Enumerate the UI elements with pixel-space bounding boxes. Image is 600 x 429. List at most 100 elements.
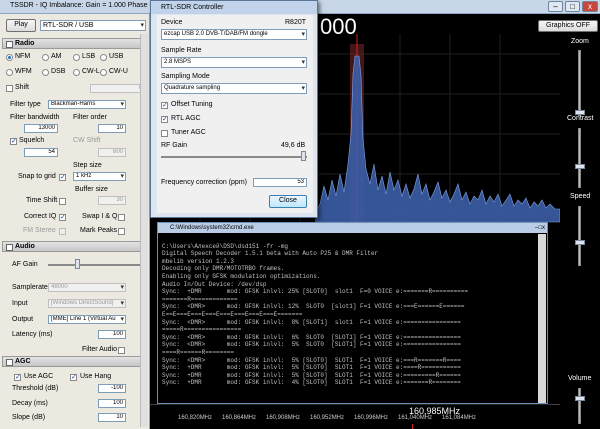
source-select[interactable]: RTL-SDR / USB <box>40 20 146 31</box>
mode-cwl-radio[interactable] <box>73 69 80 76</box>
freq-tick: 160,820MHz <box>178 415 213 421</box>
swap-iq-checkbox[interactable] <box>118 214 125 221</box>
squelch-checkbox[interactable]: ✓ <box>10 138 17 145</box>
window-title: TSSDR - IQ Imbalance: Gain = 1.000 Phase… <box>10 2 160 9</box>
step-size-select[interactable]: 1 kHz <box>73 172 126 181</box>
volume-slider-thumb[interactable] <box>575 396 585 401</box>
agc-section-header[interactable]: AGC <box>2 356 148 367</box>
audio-section-header[interactable]: Audio <box>2 241 148 252</box>
graphics-toggle-button[interactable]: Graphics OFF <box>538 20 598 32</box>
snap-checkbox[interactable]: ✓ <box>59 174 66 181</box>
mark-peaks-checkbox[interactable] <box>118 228 125 235</box>
contrast-slider[interactable] <box>578 128 581 188</box>
samplerate-label: Samplerate <box>12 284 48 291</box>
filter-type-select[interactable]: Blackman-Harris <box>48 100 126 109</box>
minimize-button[interactable]: – <box>548 1 563 12</box>
samplerate-select[interactable]: 48000 <box>48 283 126 292</box>
close-button[interactable]: Close <box>269 195 307 208</box>
rf-gain-slider-thumb[interactable] <box>301 151 306 161</box>
rtl-agc-checkbox[interactable]: ✓ <box>161 116 168 123</box>
af-gain-slider[interactable] <box>48 264 144 266</box>
squelch-input[interactable]: 54 <box>24 148 58 157</box>
buffer-size-input[interactable]: 30 <box>98 196 126 205</box>
filter-bandwidth-label: Filter bandwidth <box>10 114 60 121</box>
snap-label: Snap to grid <box>18 173 56 180</box>
radio-section-header[interactable]: Radio <box>2 38 148 49</box>
mode-usb-radio[interactable] <box>100 54 107 61</box>
freq-tick: 160,952MHz <box>310 415 345 421</box>
use-agc-checkbox[interactable]: ✓ <box>14 374 21 381</box>
console-line: Sync: <DMR> mod: GFSK inlvl: 5% [SLOT0] … <box>162 356 461 364</box>
center-frequency[interactable]: 160,985MHz <box>409 406 461 416</box>
console-line: Sync: <DMR> mod: GFSK inlvl: 6% SLOT0 [S… <box>162 333 461 341</box>
mode-nfm-radio[interactable] <box>6 54 13 61</box>
mark-peaks-label: Mark Peaks <box>80 227 117 234</box>
freq-tick: 161,040MHz <box>398 415 433 421</box>
close-window-button[interactable]: x <box>582 1 598 12</box>
freq-tick: 161,084MHz <box>442 415 477 421</box>
sample-rate-select[interactable]: 2.8 MSPS <box>161 57 307 68</box>
shift-label: Shift <box>15 84 30 91</box>
big-frequency-display[interactable]: 000 <box>320 14 357 39</box>
console-line: E==E===E===E===E===E===E===E===E======= <box>162 310 303 318</box>
swap-iq-label: Swap I & Q <box>82 213 118 220</box>
filter-bandwidth-input[interactable]: 13000 <box>24 124 58 133</box>
contrast-label: Contrast <box>567 115 594 122</box>
slope-input[interactable]: 10 <box>98 413 126 422</box>
filter-audio-checkbox[interactable] <box>118 347 125 354</box>
volume-slider[interactable] <box>578 388 581 424</box>
use-hang-checkbox[interactable]: ✓ <box>70 374 77 381</box>
offset-tuning-checkbox[interactable]: ✓ <box>161 102 168 109</box>
time-shift-label: Time Shift <box>26 197 58 204</box>
console-line: ====R======R======== <box>162 348 235 356</box>
threshold-input[interactable]: -100 <box>98 384 126 393</box>
correct-iq-checkbox[interactable]: ✓ <box>59 214 66 221</box>
contrast-slider-thumb[interactable] <box>575 164 585 169</box>
mode-wfm-radio[interactable] <box>6 69 13 76</box>
dialog-title: RTL-SDR Controller <box>151 1 317 14</box>
filter-audio-label: Filter Audio <box>82 346 118 353</box>
time-shift-checkbox[interactable] <box>59 198 66 205</box>
mode-dsb-radio[interactable] <box>42 69 49 76</box>
shift-checkbox[interactable] <box>6 85 13 92</box>
af-gain-slider-thumb[interactable] <box>75 259 80 269</box>
sidebar-scrollbar[interactable] <box>140 34 148 427</box>
mode-lsb-label: LSB <box>82 53 96 60</box>
mode-dsb-label: DSB <box>51 68 66 75</box>
mode-am-radio[interactable] <box>42 54 49 61</box>
zoom-slider-thumb[interactable] <box>575 110 585 115</box>
audio-output-select[interactable]: [MME] Line 1 (Virtual Au <box>48 315 126 324</box>
mode-wfm-label: WFM <box>15 68 32 75</box>
buffer-size-label: Buffer size <box>75 186 108 193</box>
console-output[interactable]: C:\Users\Алексей\DSD\dsd151 -fr -mg Digit… <box>162 235 536 403</box>
console-window-controls[interactable]: –□x <box>535 225 545 231</box>
mode-am-label: AM <box>51 53 62 60</box>
device-select[interactable]: ezcap USB 2.0 DVB-T/DAB/FM dongle <box>161 29 307 40</box>
decay-input[interactable]: 100 <box>98 399 126 408</box>
tuner-agc-checkbox[interactable] <box>161 130 168 137</box>
maximize-button[interactable]: □ <box>565 1 580 12</box>
speed-slider-thumb[interactable] <box>575 240 585 245</box>
center-marker <box>412 424 413 429</box>
play-button[interactable]: Play <box>6 19 36 32</box>
console-scrollbar[interactable] <box>538 234 546 403</box>
speed-slider[interactable] <box>578 206 581 266</box>
audio-input-select[interactable]: [Windows DirectSound] <box>48 299 126 308</box>
step-size-label: Step size <box>73 162 102 169</box>
cw-shift-input[interactable]: 600 <box>98 148 126 157</box>
volume-label: Volume <box>568 375 592 382</box>
frequency-axis: 160,820MHz 160,864MHz 160,908MHz 160,952… <box>150 404 560 429</box>
rf-gain-slider[interactable] <box>161 156 307 158</box>
zoom-slider[interactable] <box>578 50 581 116</box>
latency-input[interactable]: 100 <box>98 330 126 339</box>
sample-rate-label: Sample Rate <box>161 47 202 54</box>
mode-cwu-radio[interactable] <box>100 69 107 76</box>
mode-lsb-radio[interactable] <box>73 54 80 61</box>
filter-order-input[interactable]: 10 <box>98 124 126 133</box>
freq-correction-input[interactable]: 53 <box>253 178 307 187</box>
filter-type-label: Filter type <box>10 101 41 108</box>
console-line: Enabling only GFSK modulation optimizati… <box>162 272 321 280</box>
shift-input[interactable]: 0 <box>90 84 145 93</box>
fm-stereo-checkbox[interactable] <box>59 228 66 235</box>
sampling-mode-select[interactable]: Quadrature sampling <box>161 83 307 94</box>
